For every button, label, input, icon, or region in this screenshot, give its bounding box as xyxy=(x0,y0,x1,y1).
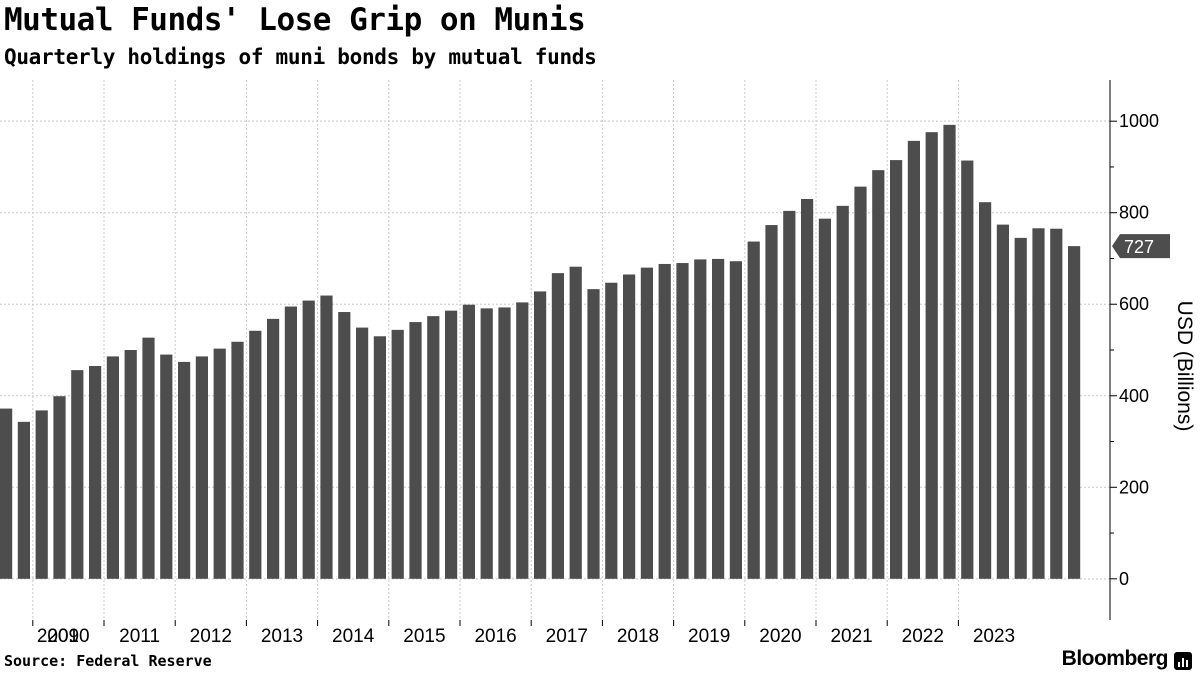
x-tick-label: 2023 xyxy=(973,626,1015,647)
bar xyxy=(925,132,938,579)
x-tick-label: 2017 xyxy=(546,626,588,647)
brand-logo: Bloomberg xyxy=(1061,647,1169,670)
bar xyxy=(747,241,760,579)
bar xyxy=(801,198,814,579)
bar xyxy=(249,330,262,579)
bar xyxy=(676,263,689,579)
x-tick-label: 2019 xyxy=(688,626,730,647)
bar xyxy=(409,322,422,579)
bar xyxy=(373,336,386,579)
bar xyxy=(195,356,208,579)
bar xyxy=(569,266,582,579)
bar xyxy=(818,218,831,579)
bar xyxy=(996,224,1009,579)
bar xyxy=(1014,237,1027,579)
bar xyxy=(89,366,102,579)
bar xyxy=(284,306,297,579)
x-tick-label: 2022 xyxy=(902,626,944,647)
x-tick-label: 2012 xyxy=(190,626,232,647)
x-tick-label: 2010 xyxy=(47,626,89,647)
bar xyxy=(890,160,903,579)
bar xyxy=(178,361,191,579)
bar xyxy=(53,396,66,579)
bar xyxy=(71,370,84,579)
bar xyxy=(516,302,529,579)
bar xyxy=(142,337,155,579)
bar xyxy=(907,140,920,579)
bar xyxy=(961,160,974,579)
source-note: Source: Federal Reserve xyxy=(4,652,212,670)
x-tick-label: 2020 xyxy=(759,626,801,647)
bar xyxy=(658,263,671,579)
x-tick-label: 2011 xyxy=(119,626,160,647)
bar xyxy=(427,316,440,579)
x-tick-label: 2015 xyxy=(403,626,445,647)
bar xyxy=(623,274,636,579)
x-tick-label: 2016 xyxy=(474,626,516,647)
bar xyxy=(534,291,547,579)
bar xyxy=(480,308,493,579)
x-tick-label: 2021 xyxy=(830,626,872,647)
chart-title: Mutual Funds' Lose Grip on Munis xyxy=(4,2,586,38)
bar xyxy=(765,225,778,579)
bar xyxy=(498,307,511,579)
bar xyxy=(213,348,226,579)
bloomberg-chart-icon xyxy=(1174,652,1192,670)
x-tick-label: 2014 xyxy=(332,626,375,647)
bar xyxy=(551,273,564,579)
last-value-label: 727 xyxy=(1124,237,1154,257)
bar xyxy=(445,310,458,579)
last-value-callout xyxy=(1112,234,1170,259)
bar xyxy=(338,312,351,579)
bar xyxy=(943,124,956,579)
bar xyxy=(712,258,725,579)
bar xyxy=(729,261,742,579)
bar xyxy=(231,341,244,579)
y-tick-label: 1000 xyxy=(1119,111,1159,131)
bar xyxy=(854,186,867,579)
y-tick-label: 200 xyxy=(1119,477,1149,497)
bar xyxy=(605,282,618,579)
y-tick-label: 400 xyxy=(1119,386,1149,406)
bar xyxy=(694,259,707,579)
bar xyxy=(302,300,315,579)
bar xyxy=(587,289,600,579)
x-tick-label: 2009 xyxy=(37,626,79,647)
bar xyxy=(267,318,280,579)
bar xyxy=(17,421,30,579)
bar xyxy=(124,350,137,579)
bar xyxy=(1032,228,1045,579)
y-tick-label: 800 xyxy=(1119,203,1149,223)
bar xyxy=(0,408,13,579)
bar xyxy=(462,304,475,579)
y-tick-label: 0 xyxy=(1119,569,1129,589)
bar xyxy=(1050,228,1063,579)
bar xyxy=(640,267,653,579)
bar xyxy=(356,327,369,579)
bar xyxy=(836,205,849,579)
y-tick-label: 600 xyxy=(1119,294,1149,314)
bar xyxy=(320,295,333,579)
x-tick-label: 2018 xyxy=(617,626,659,647)
bar xyxy=(106,356,119,579)
y-axis-label: USD (Billions) xyxy=(1173,301,1196,432)
x-tick-label: 2013 xyxy=(261,626,303,647)
bar xyxy=(1068,246,1081,579)
bar xyxy=(979,202,992,579)
bar xyxy=(160,354,173,579)
bar xyxy=(391,329,404,579)
bar xyxy=(872,170,885,579)
chart-subtitle: Quarterly holdings of muni bonds by mutu… xyxy=(4,45,597,69)
bar xyxy=(35,410,48,579)
bar xyxy=(783,210,796,579)
